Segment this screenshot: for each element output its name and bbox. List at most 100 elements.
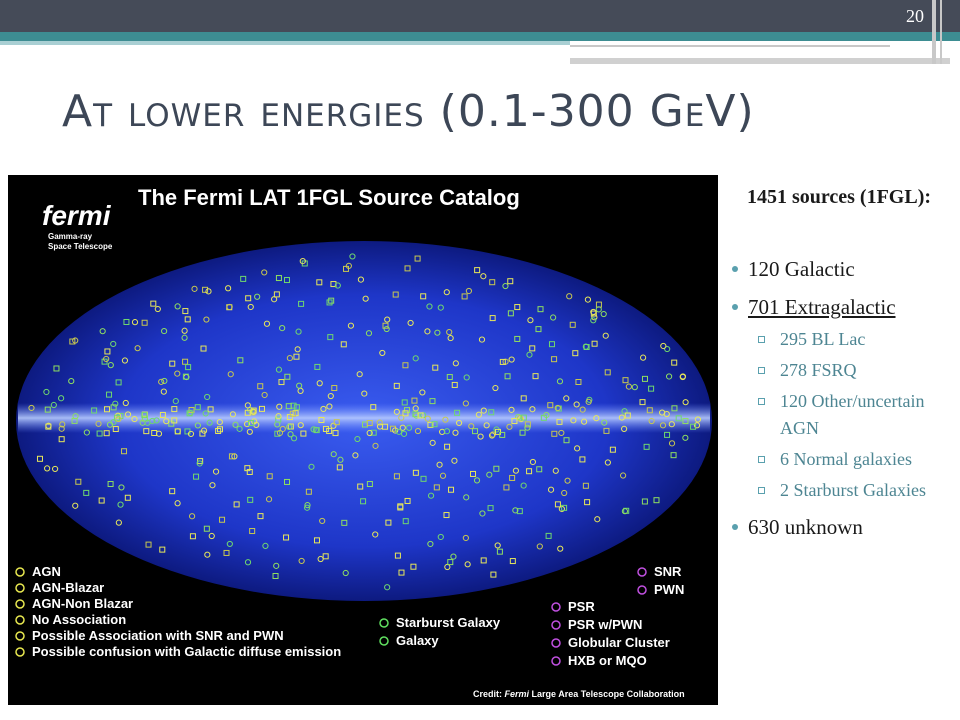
source-marker	[443, 428, 451, 435]
source-marker	[679, 373, 686, 381]
source-marker	[437, 533, 444, 541]
source-marker	[188, 513, 196, 520]
source-marker	[536, 466, 543, 473]
source-marker	[554, 404, 561, 412]
source-marker	[107, 362, 114, 369]
source-marker	[232, 421, 239, 428]
source-marker	[519, 429, 526, 436]
source-marker	[45, 422, 52, 429]
source-marker	[594, 516, 601, 523]
source-marker	[331, 385, 338, 392]
source-marker	[163, 418, 170, 425]
source-marker	[171, 417, 178, 424]
source-marker	[247, 496, 254, 503]
source-marker	[452, 360, 459, 367]
source-marker	[326, 299, 333, 306]
source-marker	[664, 345, 671, 353]
source-marker	[593, 415, 600, 422]
source-marker	[393, 473, 400, 480]
source-marker	[104, 406, 111, 413]
source-marker	[124, 494, 131, 501]
source-marker	[209, 482, 216, 489]
source-marker	[604, 369, 611, 376]
source-marker	[354, 435, 361, 443]
source-marker	[532, 373, 539, 380]
sub-bullet: 120 Other/uncertain AGN	[722, 388, 960, 442]
source-marker	[622, 377, 629, 384]
source-marker	[206, 419, 213, 426]
source-marker	[564, 477, 571, 484]
source-marker	[326, 403, 333, 410]
source-marker	[160, 388, 167, 395]
source-marker	[187, 430, 195, 438]
source-marker	[526, 351, 533, 358]
source-marker	[665, 373, 673, 380]
source-marker	[202, 286, 209, 293]
source-marker	[312, 426, 320, 433]
source-marker	[244, 465, 251, 472]
source-marker	[393, 382, 400, 389]
source-marker	[246, 428, 253, 435]
source-marker	[293, 404, 300, 411]
source-marker	[639, 399, 646, 406]
source-marker	[58, 436, 65, 443]
source-marker	[447, 334, 454, 342]
source-marker	[219, 516, 226, 523]
source-marker	[68, 377, 75, 385]
source-marker	[240, 275, 247, 282]
source-marker	[520, 414, 527, 421]
heading: 1451 sources (1FGL):	[746, 186, 932, 208]
figure-title: The Fermi LAT 1FGL Source Catalog	[138, 185, 520, 210]
source-marker	[263, 320, 271, 327]
source-marker	[574, 445, 581, 452]
source-marker	[174, 428, 181, 435]
logo-line: Gamma-ray	[48, 232, 93, 241]
source-marker	[520, 395, 527, 402]
source-marker	[646, 407, 653, 414]
source-marker	[601, 419, 608, 426]
source-marker	[581, 418, 588, 425]
source-marker	[349, 253, 356, 260]
legend-symbol	[15, 647, 25, 657]
source-marker	[212, 468, 220, 475]
source-marker	[401, 399, 408, 406]
legend-symbol	[15, 599, 25, 609]
source-marker	[141, 319, 148, 326]
source-marker	[554, 501, 561, 508]
source-marker	[159, 411, 166, 418]
source-marker	[114, 414, 121, 421]
source-marker	[115, 415, 122, 423]
source-marker	[376, 419, 383, 426]
legend-symbol	[15, 615, 25, 625]
legend-label: Galaxy	[396, 633, 439, 648]
source-marker	[447, 559, 454, 566]
source-marker	[370, 429, 377, 436]
source-marker	[254, 293, 261, 300]
source-marker	[249, 528, 256, 535]
source-marker	[226, 540, 233, 548]
source-marker	[174, 303, 181, 310]
credit-rest: Large Area Telescope Collaboration	[532, 689, 685, 699]
legend-label: Possible confusion with Galactic diffuse…	[32, 644, 341, 659]
decor-stripes	[0, 0, 960, 64]
source-marker	[402, 362, 409, 369]
source-marker	[420, 293, 427, 300]
source-marker	[332, 430, 339, 437]
source-marker	[36, 455, 43, 462]
bullet: 120 Galactic	[722, 254, 960, 284]
top-bar	[0, 0, 960, 32]
source-marker	[653, 497, 660, 504]
legend-label: PWN	[654, 582, 684, 597]
source-marker	[480, 407, 487, 414]
source-marker	[411, 397, 418, 404]
source-marker	[499, 358, 506, 365]
legend-symbol	[551, 656, 561, 666]
bullet-list: 120 Galactic 701 Extragalactic 295 BL Lac 2…	[722, 254, 960, 542]
source-marker	[591, 340, 598, 347]
source-marker	[464, 561, 471, 568]
source-marker	[313, 537, 320, 544]
source-marker	[330, 422, 337, 429]
source-marker	[319, 517, 326, 525]
source-marker	[487, 505, 494, 512]
source-marker	[621, 508, 629, 515]
